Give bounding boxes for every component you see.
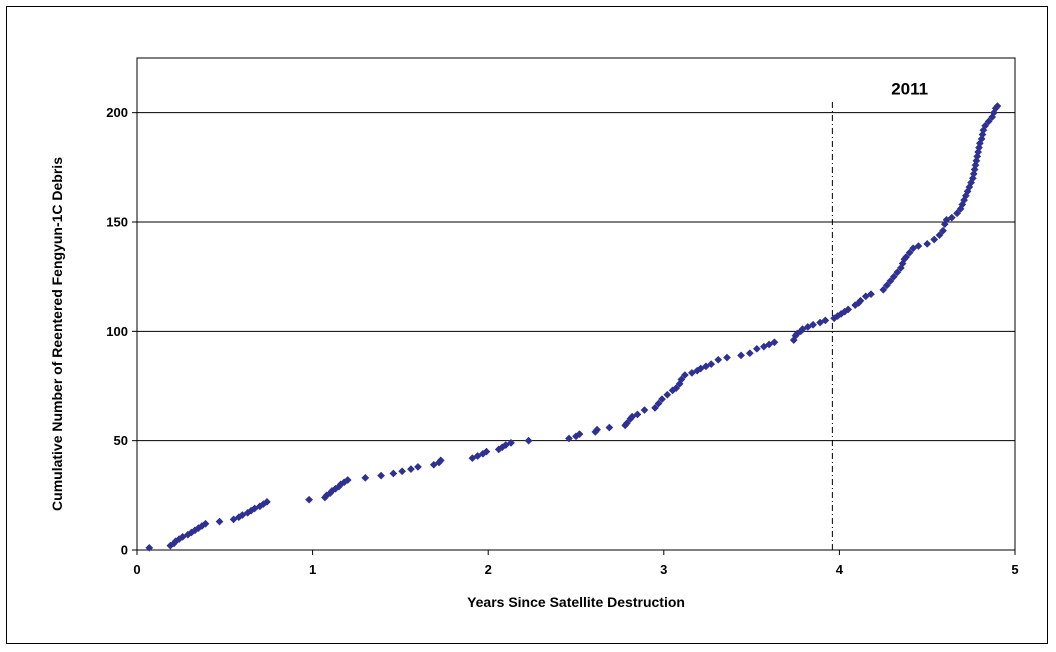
y-tick-label-3: 150 (106, 215, 128, 230)
data-point-62 (651, 403, 659, 412)
data-point-37 (414, 462, 422, 471)
data-point-49 (524, 436, 533, 445)
data-point-115 (923, 239, 932, 248)
data-point-147 (993, 102, 1002, 111)
year-annotation: 2011 (891, 80, 928, 99)
data-point-21 (262, 497, 271, 506)
data-point-34 (389, 469, 398, 478)
data-point-12 (215, 517, 224, 526)
data-point-133 (971, 161, 980, 170)
y-tick-label-1: 50 (114, 433, 128, 448)
data-point-65 (663, 390, 672, 399)
data-point-63 (654, 399, 663, 408)
data-point-102 (867, 290, 875, 299)
data-point-80 (752, 344, 761, 353)
y-tick-label-0: 0 (121, 543, 128, 558)
x-axis-title: Years Since Satellite Destruction (467, 594, 685, 610)
data-point-114 (914, 242, 923, 251)
data-point-31 (343, 476, 352, 484)
y-tick-label-4: 200 (106, 105, 128, 120)
data-point-112 (905, 248, 914, 257)
plot-area (136, 57, 1016, 551)
data-point-92 (821, 316, 830, 325)
data-point-103 (879, 285, 888, 294)
data-point-61 (640, 406, 649, 415)
data-point-100 (856, 296, 865, 305)
chart-frame (6, 6, 1048, 644)
data-point-90 (809, 320, 818, 329)
data-point-52 (575, 430, 584, 439)
data-point-107 (893, 268, 902, 277)
data-point-104 (882, 281, 891, 290)
x-tick-label-5: 5 (1011, 562, 1018, 577)
data-point-97 (844, 305, 853, 314)
data-point-135 (973, 152, 982, 161)
data-point-117 (935, 231, 944, 240)
data-point-79 (745, 349, 754, 358)
data-point-140 (978, 130, 987, 139)
data-point-75 (707, 360, 716, 369)
data-point-40 (436, 456, 445, 465)
data-point-44 (482, 447, 491, 456)
data-point-11 (201, 519, 210, 528)
data-point-67 (672, 384, 681, 393)
data-point-57 (622, 419, 631, 428)
data-point-142 (981, 121, 990, 130)
data-point-22 (305, 495, 314, 504)
data-point-50 (565, 434, 573, 443)
x-tick-label-2: 2 (485, 562, 492, 577)
data-point-69 (677, 375, 686, 384)
data-point-33 (377, 471, 386, 480)
data-point-121 (947, 213, 956, 222)
data-point-116 (930, 235, 939, 244)
y-tick-label-2: 100 (106, 324, 128, 339)
x-tick-label-1: 1 (309, 562, 316, 577)
data-point-139 (977, 134, 986, 143)
data-point-76 (714, 355, 723, 364)
data-point-70 (680, 371, 689, 380)
data-point-118 (939, 226, 947, 235)
data-point-64 (658, 395, 666, 404)
data-point-111 (902, 253, 911, 261)
data-point-0 (145, 543, 154, 552)
data-point-134 (972, 156, 981, 165)
x-tick-label-0: 0 (133, 562, 140, 577)
data-point-55 (605, 423, 614, 432)
y-axis-ticks: 0 50 100 150 200 (106, 105, 137, 558)
x-tick-label-3: 3 (660, 562, 667, 577)
data-point-35 (398, 467, 407, 476)
y-axis-title: Cumulative Number of Reentered Fengyun-1… (49, 157, 65, 511)
data-point-105 (886, 277, 895, 285)
data-points (145, 102, 1002, 552)
data-point-143 (984, 117, 993, 126)
x-tick-label-4: 4 (836, 562, 844, 577)
data-point-60 (633, 410, 642, 419)
data-point-83 (770, 338, 779, 347)
gridlines (137, 112, 1015, 442)
data-point-36 (406, 465, 415, 474)
data-point-122 (953, 209, 962, 218)
data-point-106 (889, 272, 898, 281)
x-axis-ticks: 0 1 2 3 4 5 (133, 550, 1019, 577)
data-point-78 (737, 351, 746, 360)
data-point-77 (723, 353, 731, 362)
data-point-48 (507, 438, 515, 447)
data-point-32 (361, 473, 370, 482)
data-point-54 (593, 425, 602, 434)
